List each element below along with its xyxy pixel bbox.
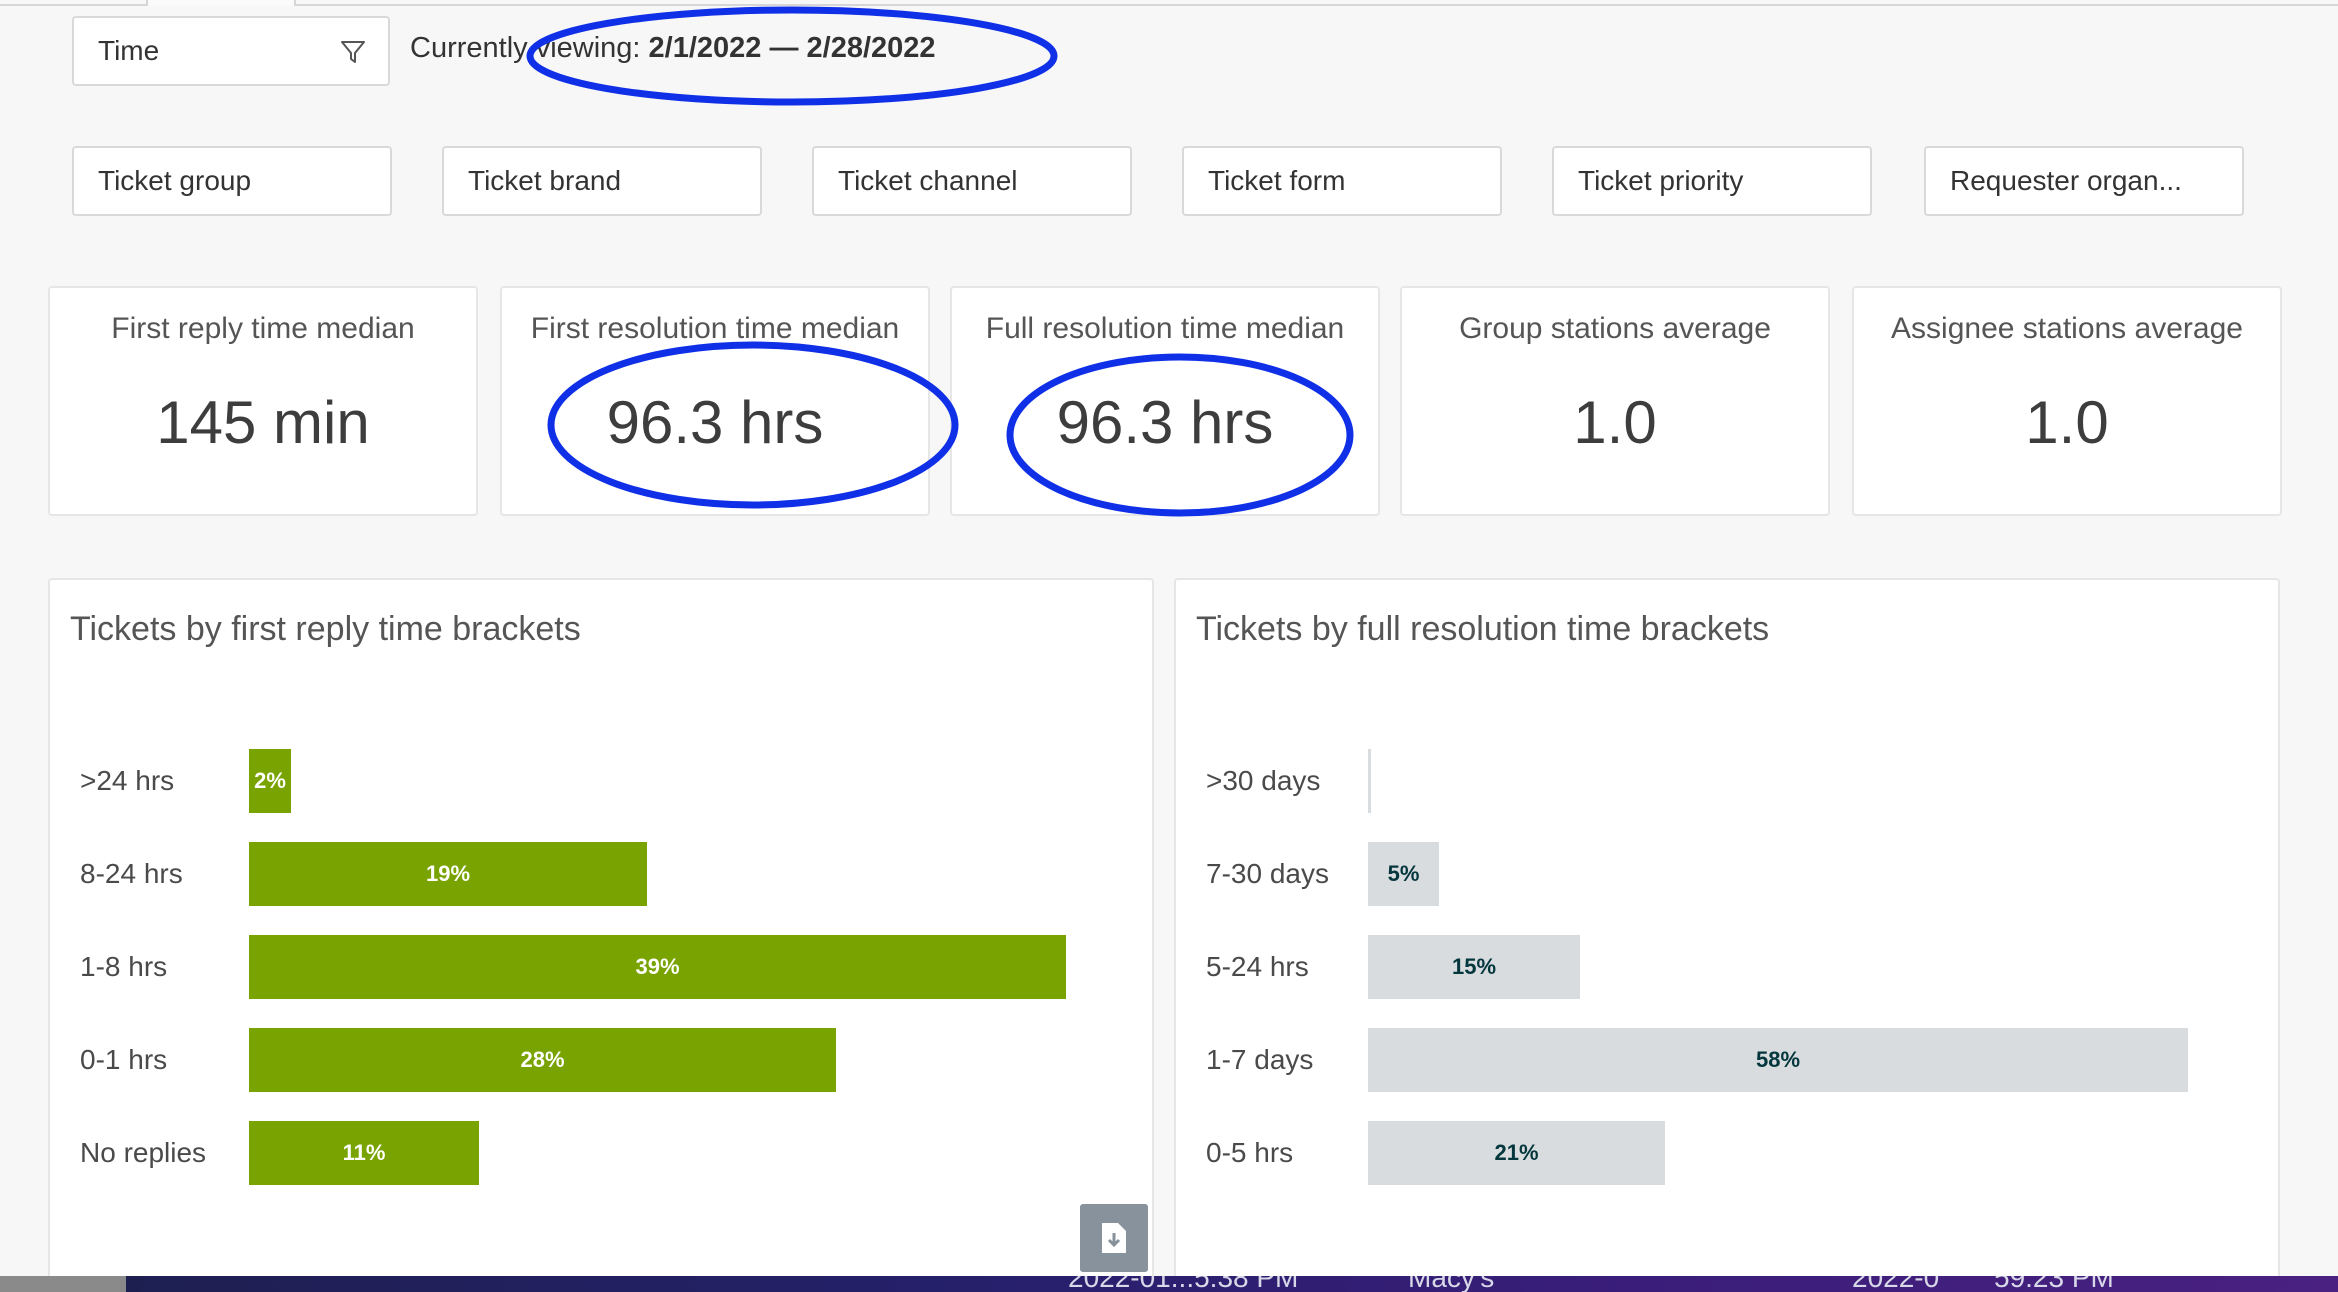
panel-title: Tickets by full resolution time brackets [1196, 610, 1770, 648]
taskbar-item[interactable]: 59:23 PM [1994, 1276, 2114, 1292]
bar[interactable] [1368, 749, 1371, 813]
kpi-value: 96.3 hrs [606, 389, 824, 456]
active-tab-edge[interactable] [146, 0, 296, 6]
bar-value-label: 28% [520, 1047, 565, 1072]
filter-ticket-brand[interactable]: Ticket brand [442, 146, 762, 216]
bar-category-label: 8-24 hrs [80, 858, 183, 889]
filter-label: Ticket brand [468, 165, 622, 196]
bar[interactable]: 21% [1368, 1121, 1665, 1185]
bar-category-label: 1-8 hrs [80, 951, 168, 982]
filter-ticket-group[interactable]: Ticket group [72, 146, 392, 216]
kpi-label: Full resolution time median [985, 312, 1345, 345]
bar[interactable]: 39% [249, 935, 1066, 999]
bar-value-label: 58% [1755, 1047, 1801, 1072]
kpi-group-stations: Group stations average 1.0 [1400, 286, 1830, 516]
kpi-value: 96.3 hrs [1056, 389, 1274, 456]
time-filter[interactable]: Time [72, 16, 390, 86]
bar[interactable]: 5% [1368, 842, 1439, 906]
download-file-icon [1102, 1223, 1126, 1253]
filter-label: Ticket priority [1578, 165, 1744, 196]
bar-value-label: 15% [1451, 954, 1497, 979]
filter-label: Ticket form [1208, 165, 1346, 196]
top-border [0, 0, 2338, 6]
bar[interactable]: 15% [1368, 935, 1580, 999]
full-resolution-brackets-panel: Tickets by full resolution time brackets [1174, 578, 2280, 1292]
filter-ticket-form[interactable]: Ticket form [1182, 146, 1502, 216]
bar-category-label: No replies [80, 1137, 207, 1168]
kpi-assignee-stations: Assignee stations average 1.0 [1852, 286, 2282, 516]
kpi-label: First reply time median [111, 312, 415, 345]
bar-value-label: 11% [342, 1140, 386, 1165]
bar-value-label: 5% [1387, 861, 1420, 886]
panel-title: Tickets by first reply time brackets [70, 610, 581, 648]
bar-value-label: 39% [635, 954, 680, 979]
bar[interactable]: 58% [1368, 1028, 2188, 1092]
filter-ticket-channel[interactable]: Ticket channel [812, 146, 1132, 216]
filter-label: Ticket channel [838, 165, 1018, 196]
kpi-label: Assignee stations average [1891, 312, 2243, 345]
taskbar-item[interactable]: Macy's [1408, 1276, 1495, 1292]
filter-label: Ticket group [98, 165, 252, 196]
kpi-value: 145 min [156, 389, 370, 456]
bar-category-label: 5-24 hrs [1206, 951, 1309, 982]
current-date-range: Currently viewing: 2/1/2022 — 2/28/2022 [410, 32, 936, 65]
taskbar-item[interactable]: 2022-01...5:38 PM [1068, 1276, 1299, 1292]
kpi-full-resolution-time: Full resolution time median 96.3 hrs [950, 286, 1380, 516]
kpi-label: First resolution time median [530, 312, 900, 345]
kpi-label: Group stations average [1459, 312, 1771, 345]
bar-value-label: 19% [425, 861, 471, 886]
kpi-first-reply-time: First reply time median 145 min [48, 286, 478, 516]
bar-value-label: 2% [254, 768, 286, 793]
bar-category-label: >24 hrs [80, 765, 175, 796]
taskbar: 2022-01...5:38 PM Macy's 2022-0 59:23 PM [0, 1276, 2338, 1292]
bar-category-label: 0-1 hrs [80, 1044, 168, 1075]
kpi-value: 1.0 [2025, 389, 2109, 456]
bar-category-label: >30 days [1206, 765, 1321, 796]
bar-category-label: 1-7 days [1206, 1044, 1314, 1075]
bar[interactable]: 28% [249, 1028, 836, 1092]
funnel-icon [341, 41, 365, 63]
bar[interactable]: 19% [249, 842, 647, 906]
viewing-range: 2/1/2022 — 2/28/2022 [648, 32, 936, 64]
bar[interactable]: 2% [249, 749, 291, 813]
filter-ticket-priority[interactable]: Ticket priority [1552, 146, 1872, 216]
export-button[interactable] [1080, 1204, 1148, 1272]
viewing-prefix: Currently viewing: [410, 32, 649, 64]
bar-category-label: 0-5 hrs [1206, 1137, 1294, 1168]
filter-requester-organization[interactable]: Requester organ... [1924, 146, 2244, 216]
bar[interactable]: 11% [249, 1121, 479, 1185]
filter-label: Requester organ... [1950, 165, 2182, 196]
kpi-value: 1.0 [1573, 389, 1657, 456]
taskbar-start[interactable] [0, 1276, 126, 1292]
taskbar-item[interactable]: 2022-0 [1852, 1276, 1940, 1292]
time-filter-label: Time [98, 35, 160, 66]
bar-value-label: 21% [1494, 1140, 1539, 1165]
bar-category-label: 7-30 days [1206, 858, 1329, 889]
kpi-first-resolution-time: First resolution time median 96.3 hrs [500, 286, 930, 516]
